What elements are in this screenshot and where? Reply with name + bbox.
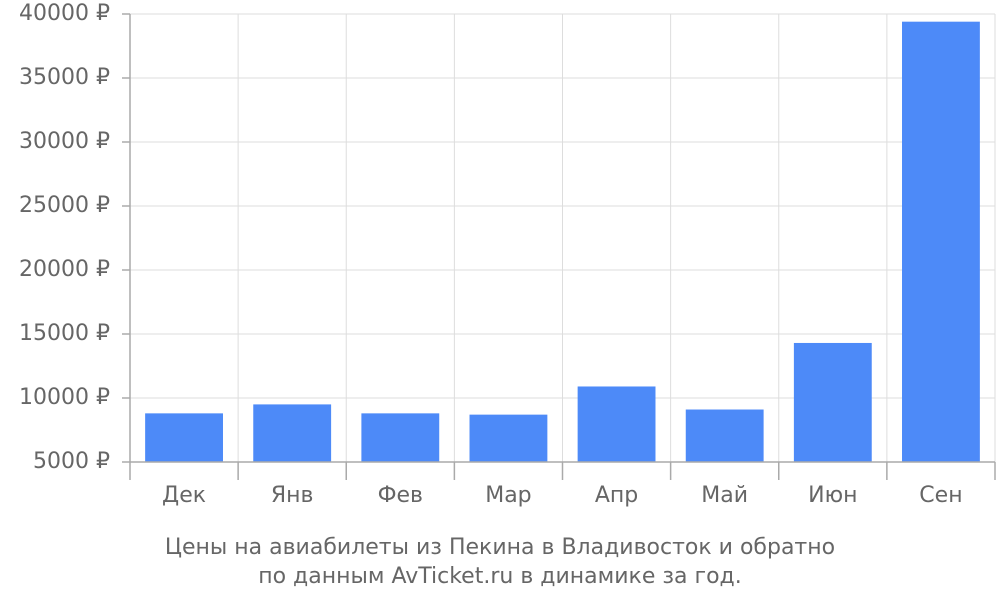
bar [253,404,332,462]
x-tick-label: Июн [808,483,857,508]
bar [469,414,548,462]
y-tick-label: 30000 ₽ [19,129,110,154]
y-tick-label: 10000 ₽ [19,385,110,410]
y-tick-label: 15000 ₽ [19,321,110,346]
bar [793,342,872,462]
chart-title: Цены на авиабилеты из Пекина в Владивост… [165,535,835,560]
x-tick-label: Май [701,483,748,508]
x-tick-label: Дек [162,483,206,508]
x-tick-label: Фев [378,483,423,508]
y-tick-label: 20000 ₽ [19,257,110,282]
y-tick-label: 25000 ₽ [19,193,110,218]
x-tick-label: Мар [485,483,531,508]
chart-title: по данным AvTicket.ru в динамике за год. [258,564,742,589]
x-tick-label: Сен [919,483,962,508]
bar [145,413,223,462]
x-tick-label: Апр [595,483,638,508]
bar [361,413,440,462]
y-tick-label: 40000 ₽ [19,1,110,26]
x-tick-label: Янв [271,483,314,508]
y-tick-label: 5000 ₽ [33,449,110,474]
bar [577,386,656,462]
y-tick-label: 35000 ₽ [19,65,110,90]
bar [902,21,980,463]
bar [685,409,764,462]
